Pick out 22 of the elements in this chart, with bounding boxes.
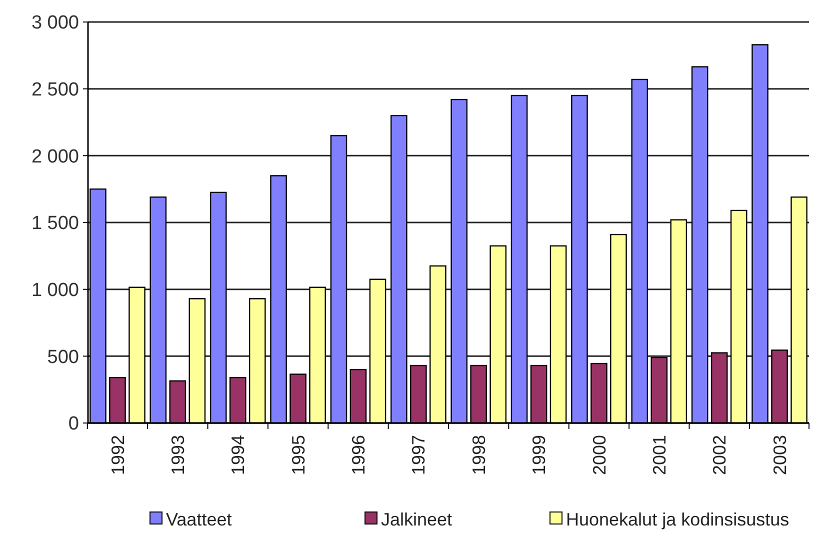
x-tick-label: 1998 [468,435,489,476]
x-tick-label: 1996 [348,435,369,476]
y-tick-label: 2 000 [31,146,79,168]
x-tick-label: 2001 [649,435,670,476]
x-tick-label: 1992 [108,435,128,476]
x-tick-label: 1999 [529,435,550,476]
x-tick-label: 1995 [288,435,308,476]
y-tick-label: 2 500 [31,79,79,100]
legend-label: Jalkineet [381,509,452,530]
y-tick-label: 3 000 [31,12,79,34]
x-tick-label: 2000 [589,435,610,476]
y-tick-label: 1 500 [31,213,79,234]
x-tick-label: 1997 [408,435,429,476]
x-tick-label: 1994 [228,435,248,476]
legend-label: Vaatteet [166,509,232,530]
y-tick-label: 0 [68,414,79,435]
x-tick-label: 2003 [770,435,790,476]
x-tick-label: 2002 [710,435,730,476]
y-tick-label: 500 [47,346,79,368]
y-tick-label: 1 000 [31,280,79,301]
legend-label: Huonekalut ja kodinsisustus [566,509,790,530]
x-tick-label: 1993 [168,435,188,476]
